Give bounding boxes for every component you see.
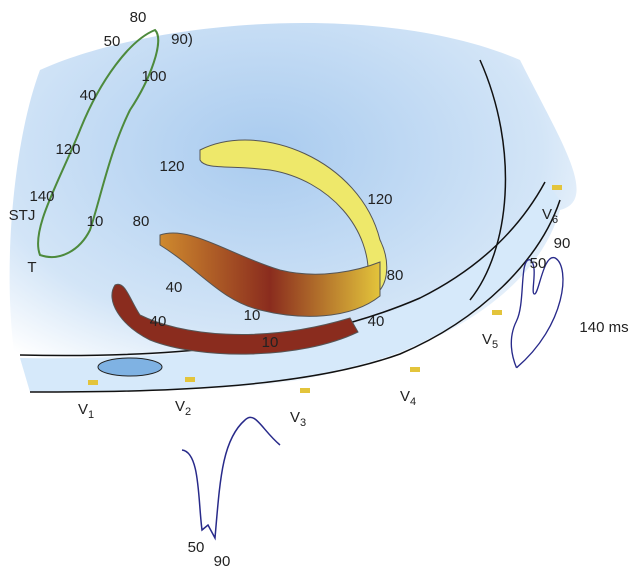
lead-subscript: 4 [410, 396, 416, 408]
lead-letter: V [482, 331, 492, 348]
lead-subscript: 1 [88, 409, 94, 421]
vessel [98, 358, 162, 376]
loop-label: 40 [80, 87, 97, 104]
lead-letter: V [542, 206, 552, 223]
electrode [410, 367, 420, 372]
page: 80 50 90) 100 40 120 140 STJ 10 T 120 120 80 80 40 40 40… [0, 0, 637, 572]
electrode [300, 388, 310, 393]
trace-label: 140 ms [579, 319, 628, 336]
lead-subscript: 6 [552, 214, 558, 226]
lead-subscript: 3 [300, 417, 306, 429]
lead-letter: V [290, 409, 300, 426]
loop-label: 100 [141, 68, 166, 85]
lead-label: V4 [400, 388, 416, 408]
loop-label: 50 [104, 33, 121, 50]
trace-label: 50 [530, 255, 547, 272]
map-label: 120 [159, 158, 184, 175]
trace-label: 50 [188, 539, 205, 556]
electrode [492, 310, 502, 315]
loop-label: 120 [55, 141, 80, 158]
trace-label: 90 [554, 235, 571, 252]
lead-letter: V [78, 401, 88, 418]
map-label: 10 [262, 334, 279, 351]
loop-label: 90) [171, 31, 193, 48]
map-label: 80 [133, 213, 150, 230]
map-label: 40 [150, 313, 167, 330]
map-label: 120 [367, 191, 392, 208]
electrode [88, 380, 98, 385]
lead-subscript: 2 [185, 406, 191, 418]
electrode [552, 185, 562, 190]
lead-label: V3 [290, 409, 306, 429]
lead-letter: V [175, 398, 185, 415]
loop-label: 10 [87, 213, 104, 230]
electrode [185, 377, 195, 382]
map-label: 10 [244, 307, 261, 324]
loop-label: 140 [29, 188, 54, 205]
loop-label: T [27, 259, 36, 276]
map-label: 40 [368, 313, 385, 330]
loop-label: 80 [130, 9, 147, 26]
lead-label: V5 [482, 331, 498, 351]
v2-trace [182, 417, 280, 538]
map-label: 80 [387, 267, 404, 284]
diagram: 80 50 90) 100 40 120 140 STJ 10 T 120 120 80 80 40 40 40… [0, 0, 637, 572]
lead-letter: V [400, 388, 410, 405]
lead-label: V1 [78, 401, 94, 421]
lead-subscript: 5 [492, 339, 498, 351]
trace-label: 90 [214, 553, 231, 570]
loop-label: STJ [9, 207, 36, 224]
map-label: 40 [166, 279, 183, 296]
lead-label: V2 [175, 398, 191, 418]
